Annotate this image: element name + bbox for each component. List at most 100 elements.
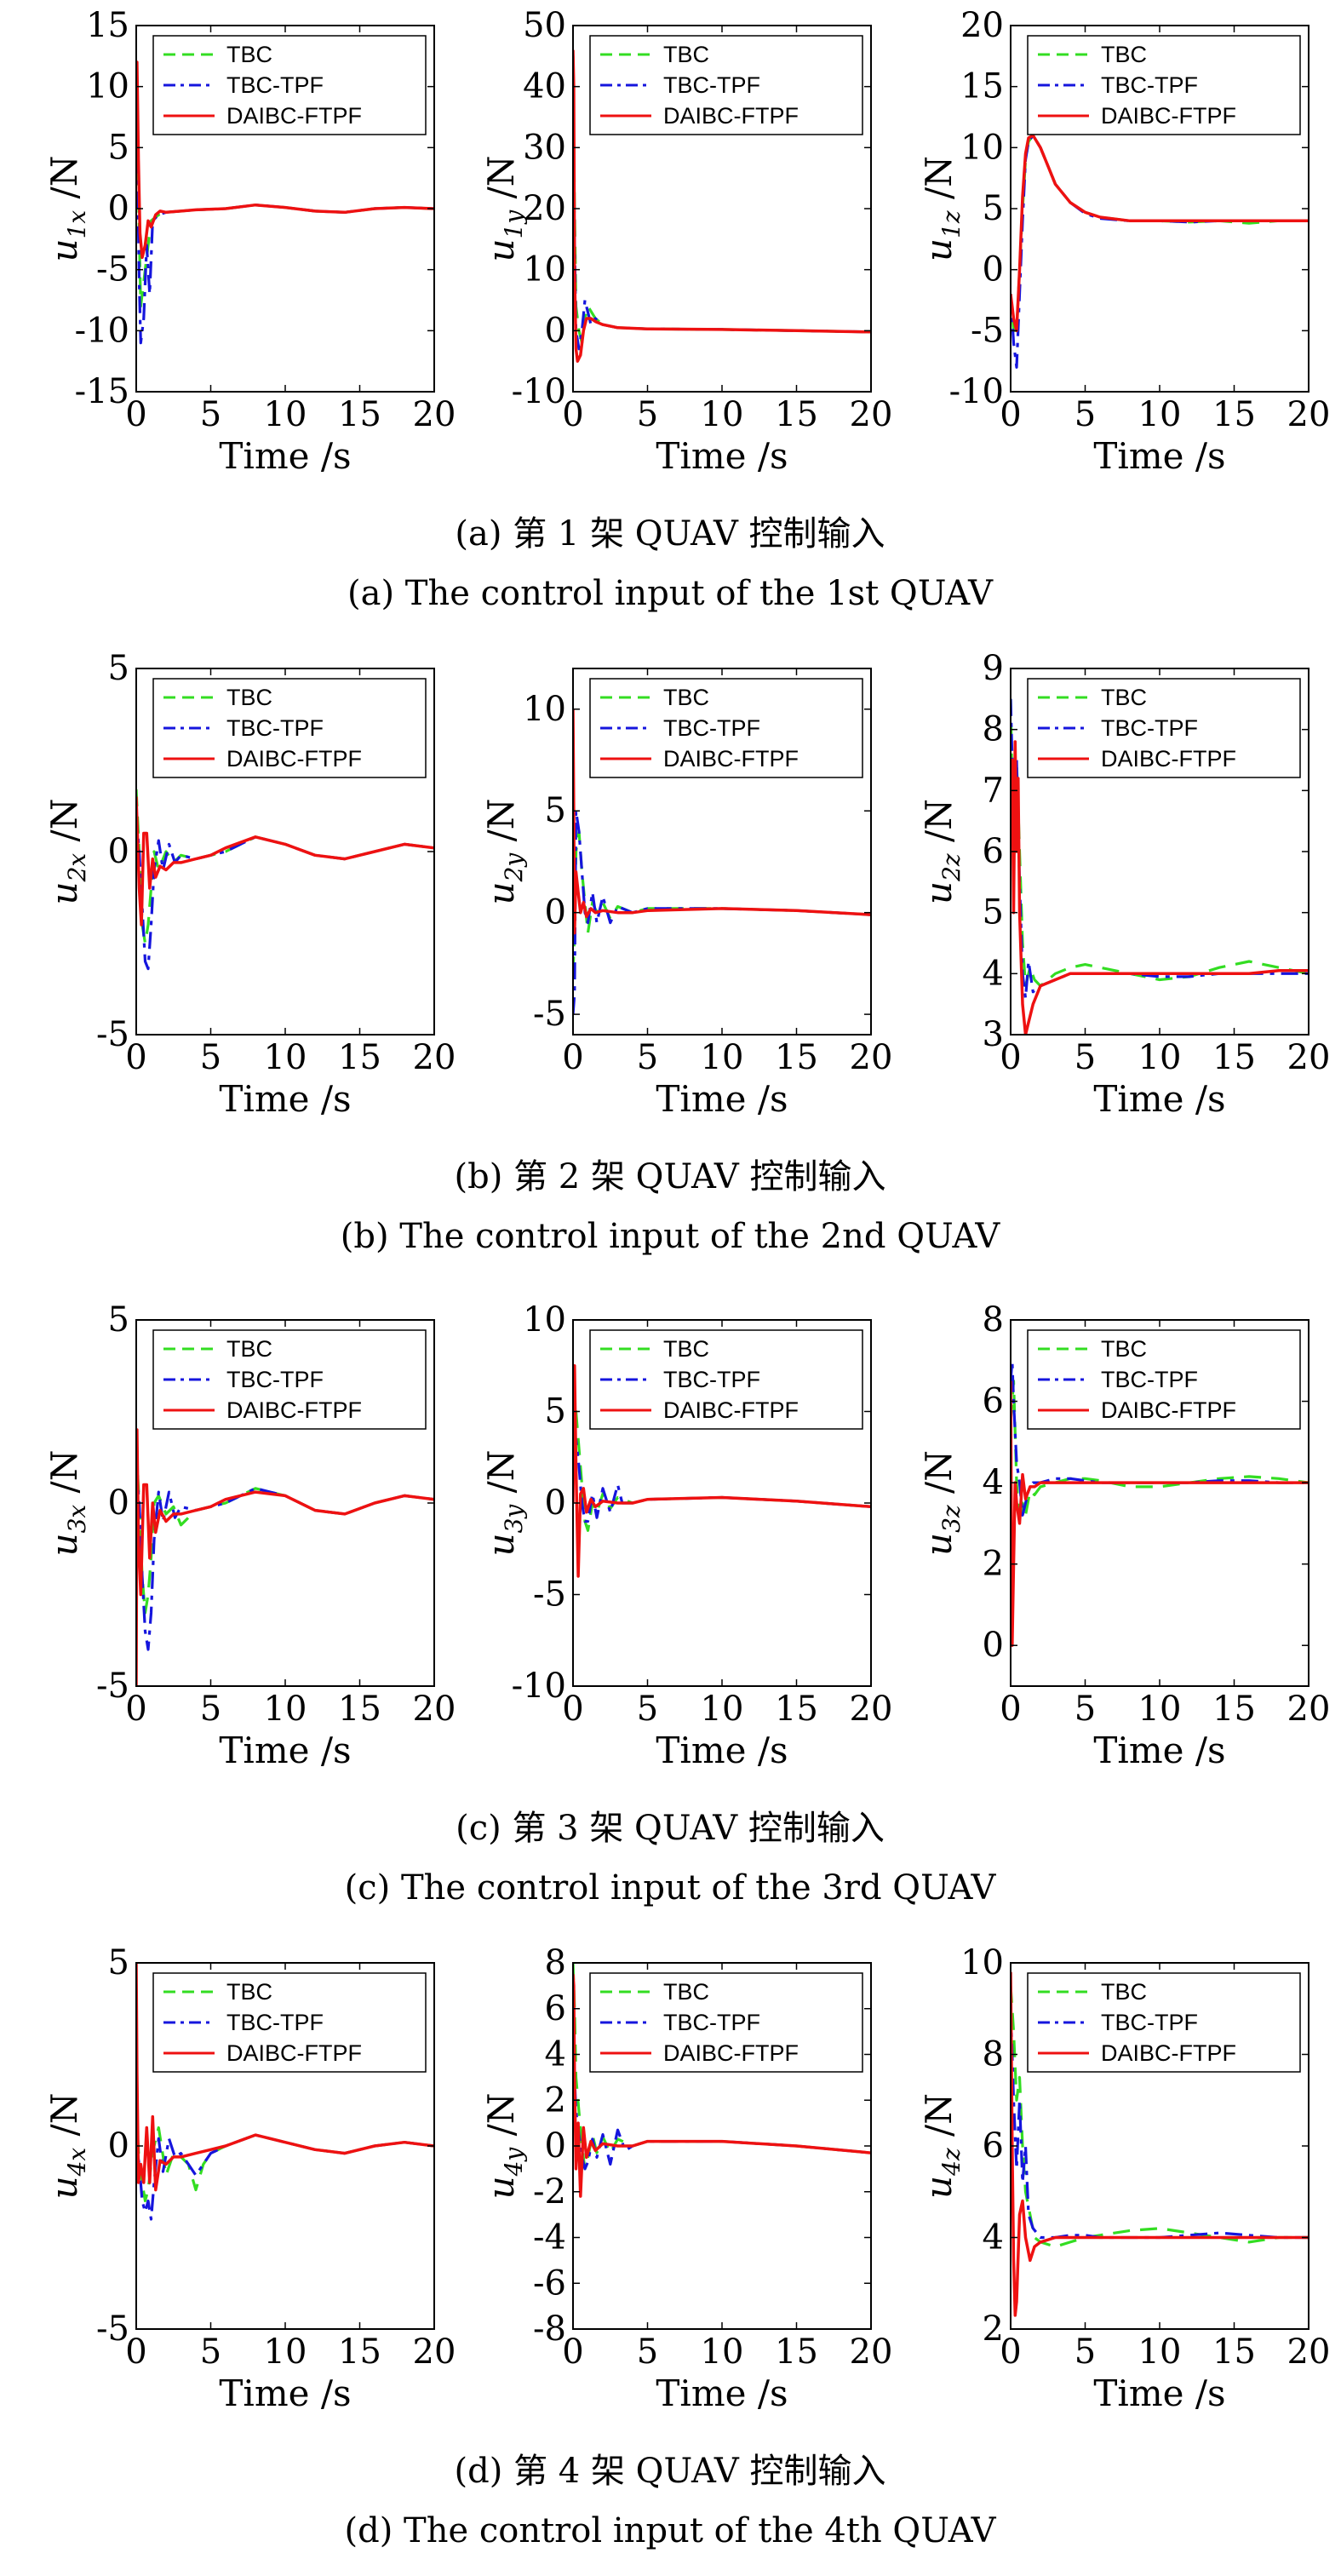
x-tick-label: 5 [1075, 1038, 1096, 1077]
legend-label-tbc: TBC [663, 42, 709, 67]
series-line-daibc-ftpf [573, 49, 871, 363]
legend-label-daibc-ftpf: DAIBC-FTPF [1101, 103, 1236, 129]
legend-label-tbc: TBC [1101, 42, 1147, 67]
y-tick-label: -8 [533, 2309, 566, 2349]
legend-label-daibc-ftpf: DAIBC-FTPF [1101, 2040, 1236, 2066]
x-tick-label: 20 [413, 2332, 456, 2372]
y-tick-label: 10 [523, 1300, 566, 1340]
x-tick-label: 0 [562, 1038, 583, 1077]
y-tick-label: -2 [533, 2172, 566, 2212]
x-tick-label: 0 [1000, 1690, 1021, 1729]
x-tick-label: 10 [264, 2332, 307, 2372]
legend-label-tbc: TBC [226, 1336, 272, 1362]
x-tick-label: 10 [264, 395, 307, 434]
y-tick-label: 0 [108, 1483, 129, 1523]
legend-label-daibc-ftpf: DAIBC-FTPF [226, 2040, 362, 2066]
y-tick-label: 5 [983, 893, 1004, 932]
y-tick-label: 5 [108, 1300, 129, 1340]
x-axis-label: Time /s [656, 1730, 788, 1771]
caption-en-c: (c) The control input of the 3rd QUAV [345, 1868, 997, 1908]
legend-label-daibc-ftpf: DAIBC-FTPF [226, 103, 362, 129]
x-tick-label: 0 [562, 2332, 583, 2372]
legend-label-tbc: TBC [663, 685, 709, 710]
x-tick-label: 20 [1287, 395, 1331, 434]
x-axis-label: Time /s [656, 2372, 788, 2414]
y-tick-label: -6 [533, 2263, 566, 2303]
y-tick-label: -4 [533, 2218, 566, 2258]
x-tick-label: 10 [701, 395, 744, 434]
legend-label-tbc-tpf: TBC-TPF [226, 2010, 324, 2035]
x-tick-label: 15 [338, 2332, 381, 2372]
x-tick-label: 15 [775, 1038, 818, 1077]
y-tick-label: 10 [523, 690, 566, 729]
x-tick-label: 15 [1212, 1690, 1256, 1729]
legend-label-tbc: TBC [1101, 685, 1147, 710]
y-tick-label: 6 [545, 1989, 566, 2028]
y-axis-label: u2x /N [43, 799, 91, 905]
y-tick-label: 0 [108, 189, 129, 228]
x-tick-label: 15 [1212, 2332, 1256, 2372]
legend-label-tbc: TBC [1101, 1979, 1147, 2005]
series-line-daibc-ftpf [136, 60, 434, 260]
series-line-tbc-tpf [573, 809, 871, 1015]
legend-label-tbc: TBC [663, 1979, 709, 2005]
y-tick-label: 10 [960, 128, 1004, 167]
legend-label-tbc-tpf: TBC-TPF [1101, 2010, 1198, 2035]
x-tick-label: 10 [1138, 2332, 1182, 2372]
y-axis-label: u2y /N [480, 799, 528, 905]
x-tick-label: 0 [562, 1690, 583, 1729]
y-tick-label: -10 [75, 311, 129, 350]
y-tick-label: 6 [983, 2126, 1004, 2166]
y-tick-label: 5 [108, 649, 129, 688]
x-tick-label: 20 [850, 395, 893, 434]
y-tick-label: -10 [512, 372, 566, 411]
series-line-daibc-ftpf [1011, 740, 1309, 1035]
y-tick-label: 5 [108, 128, 129, 167]
y-tick-label: -15 [75, 372, 129, 411]
x-tick-label: 20 [850, 2332, 893, 2372]
x-axis-label: Time /s [656, 1078, 788, 1120]
x-tick-label: 20 [850, 1038, 893, 1077]
legend-label-tbc-tpf: TBC-TPF [663, 2010, 760, 2035]
y-axis-label: u3y /N [480, 1450, 528, 1557]
panel-2-2: 0 5 10 15 20 0 2 4 6 8 Time /s u3z /N TBC TBC-TPF DAIB… [918, 1300, 1330, 1771]
caption-en-b: (b) The control input of the 2nd QUAV [341, 1217, 1001, 1256]
x-tick-label: 10 [264, 1690, 307, 1729]
legend: TBC TBC-TPF DAIBC-FTPF [1027, 35, 1301, 135]
y-tick-label: 4 [983, 1463, 1004, 1502]
series-line-daibc-ftpf [1011, 1380, 1309, 1647]
y-tick-label: 10 [523, 250, 566, 290]
legend-label-tbc: TBC [226, 42, 272, 67]
y-tick-label: 8 [545, 1943, 566, 1982]
y-tick-label: -5 [96, 1667, 129, 1706]
x-tick-label: 10 [1138, 395, 1182, 434]
y-tick-label: 4 [983, 954, 1004, 993]
x-tick-label: 0 [1000, 2332, 1021, 2372]
x-tick-label: 20 [1287, 1690, 1331, 1729]
y-tick-label: 4 [983, 2218, 1004, 2258]
legend-label-tbc: TBC [226, 685, 272, 710]
caption-cn-d: (d) 第 4 架 QUAV 控制输入 [455, 2452, 886, 2491]
x-tick-label: 5 [637, 1038, 658, 1077]
series-line-daibc-ftpf [573, 709, 871, 935]
y-tick-label: 2 [983, 1545, 1004, 1584]
legend: TBC TBC-TPF DAIBC-FTPF [1027, 678, 1301, 778]
y-tick-label: 30 [523, 128, 566, 167]
series-line-daibc-ftpf [136, 1428, 434, 1686]
x-tick-label: 15 [338, 1690, 381, 1729]
y-tick-label: 10 [86, 67, 129, 106]
y-tick-label: 0 [108, 2126, 129, 2166]
x-tick-label: 15 [775, 2332, 818, 2372]
y-tick-label: 50 [523, 6, 566, 45]
x-tick-label: 10 [701, 1038, 744, 1077]
y-tick-label: 6 [983, 832, 1004, 871]
y-tick-label: 5 [108, 1943, 129, 1982]
x-tick-label: 5 [200, 395, 221, 434]
x-tick-label: 15 [775, 395, 818, 434]
x-tick-label: 0 [1000, 1038, 1021, 1077]
